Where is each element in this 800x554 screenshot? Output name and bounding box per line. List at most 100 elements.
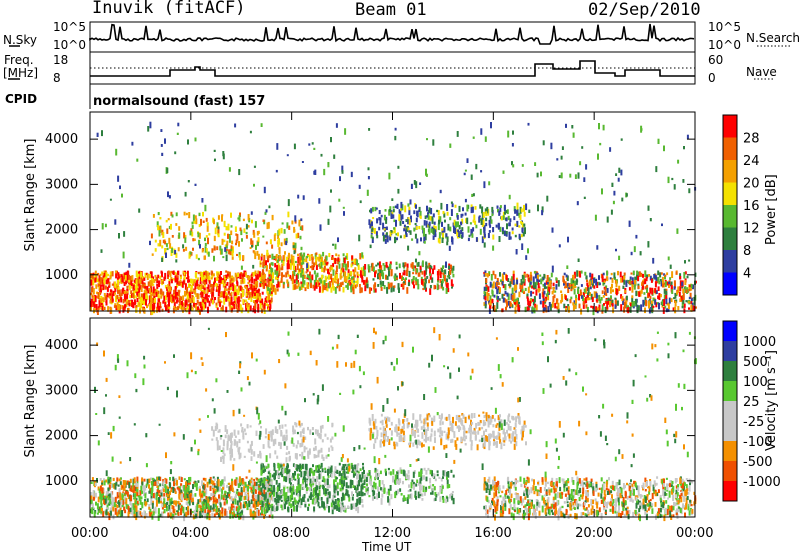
power-cell <box>628 287 631 291</box>
power-cell <box>114 292 116 295</box>
power-cell <box>611 283 613 289</box>
power-cell <box>425 261 428 266</box>
power-cell <box>520 289 522 292</box>
power-cell <box>137 273 140 277</box>
power-cell <box>598 294 601 301</box>
power-cell <box>462 207 464 212</box>
velocity-cell <box>296 505 298 512</box>
power-cell <box>315 252 318 256</box>
power-cell <box>535 281 538 286</box>
power-cell <box>126 270 129 275</box>
power-cell <box>332 263 335 268</box>
velocity-cell <box>352 503 355 509</box>
power-cell <box>645 276 648 282</box>
power-cell <box>201 198 204 203</box>
velocity-cell <box>305 463 308 471</box>
power-cell <box>532 276 535 283</box>
power-cell <box>234 123 237 128</box>
power-cell <box>131 275 134 282</box>
velocity-cell <box>203 492 206 497</box>
velocity-cell <box>212 500 215 505</box>
power-cell <box>683 272 686 279</box>
power-cell <box>366 284 369 289</box>
power-cell <box>294 242 297 249</box>
velocity-cell <box>91 507 94 515</box>
velocity-cell <box>119 507 122 512</box>
power-cell <box>257 270 260 275</box>
velocity-cell <box>339 502 342 505</box>
power-cell <box>607 299 610 305</box>
velocity-cell <box>316 476 319 482</box>
power-cell <box>243 270 246 277</box>
power-cell <box>390 230 393 233</box>
power-cell <box>479 228 482 235</box>
power-cell <box>249 130 252 134</box>
power-cell <box>253 165 256 168</box>
power-cell <box>216 222 219 228</box>
power-cell <box>507 130 510 138</box>
power-cell <box>307 264 310 270</box>
velocity-cell <box>187 485 190 492</box>
power-cell <box>147 126 150 132</box>
power-cell <box>483 302 486 306</box>
velocity-cell <box>271 492 274 495</box>
power-cell <box>182 248 185 252</box>
power-cell <box>503 272 506 275</box>
power-cell <box>117 288 119 294</box>
velocity-cell <box>122 499 125 506</box>
power-cell <box>295 275 298 281</box>
power-cell <box>420 237 422 242</box>
power-cell <box>182 295 185 301</box>
power-cell <box>193 238 196 241</box>
velocity-cell <box>142 485 145 490</box>
power-cell <box>174 151 177 155</box>
power-cell <box>496 302 499 309</box>
power-cell <box>663 288 666 294</box>
power-cell <box>671 177 674 181</box>
power-cell <box>242 290 244 297</box>
power-cell <box>527 286 530 293</box>
velocity-cell <box>110 492 113 499</box>
power-cell <box>116 285 119 288</box>
power-cell <box>682 288 685 294</box>
power-cell <box>609 300 611 308</box>
velocity-cell <box>262 463 264 469</box>
power-cell <box>301 281 304 288</box>
power-cell <box>287 283 290 287</box>
power-cell <box>318 198 321 204</box>
power-cell <box>136 286 139 291</box>
power-cell <box>574 174 577 179</box>
power-cell <box>284 251 286 255</box>
power-cell <box>467 226 470 233</box>
power-cell <box>592 283 594 287</box>
velocity-cell <box>338 472 341 477</box>
velocity-cell <box>343 494 346 501</box>
velocity-cell <box>154 481 157 486</box>
power-cell <box>561 146 564 150</box>
power-cell <box>356 271 359 276</box>
power-cell <box>502 231 505 235</box>
power-cell <box>439 271 442 278</box>
power-cell <box>309 271 311 275</box>
power-cell <box>355 280 358 284</box>
velocity-cell <box>149 488 152 494</box>
power-cell <box>502 215 505 220</box>
power-cell <box>286 270 289 274</box>
power-cell <box>227 296 230 299</box>
power-cell <box>192 302 195 307</box>
power-cell <box>572 305 575 311</box>
power-cell <box>537 204 539 212</box>
power-cell <box>264 280 267 284</box>
power-cell <box>146 304 148 309</box>
power-cell <box>139 284 142 290</box>
power-cell <box>93 304 96 308</box>
power-cell <box>280 267 283 271</box>
power-cell <box>647 292 649 299</box>
power-cell <box>604 287 607 294</box>
power-cell <box>291 220 294 225</box>
power-cell <box>271 277 274 281</box>
power-cell <box>200 271 203 278</box>
power-cell <box>661 276 664 284</box>
power-cell <box>275 254 278 259</box>
velocity-cell <box>171 505 174 510</box>
